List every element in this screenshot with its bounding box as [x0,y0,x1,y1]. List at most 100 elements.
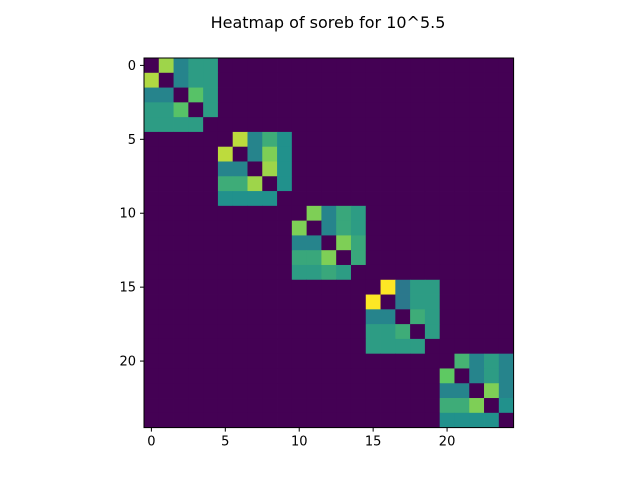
heatmap-cell [350,338,367,355]
heatmap-cell [173,146,189,162]
heatmap-cell [144,368,160,384]
heatmap-cell [188,176,204,192]
heatmap-cell [173,412,189,428]
heatmap-cell [350,161,367,177]
x-tick-label: 10 [291,435,308,450]
heatmap-cell [498,235,514,251]
heatmap-cell [365,176,381,192]
y-tick-label: 10 [119,207,136,222]
heatmap-cell [217,250,234,266]
heatmap-cell [365,309,381,325]
heatmap-cell [410,324,426,340]
heatmap-cell [247,161,263,177]
heatmap-cell [410,412,426,428]
heatmap-cell [484,250,500,266]
heatmap-cell [277,250,293,266]
heatmap-cell [454,398,470,414]
chart-title: Heatmap of soreb for 10^5.5 [211,13,446,32]
heatmap-cell [188,102,204,118]
heatmap-cell [144,235,160,251]
heatmap-cell [277,161,293,177]
heatmap-cell [469,191,485,207]
heatmap-cell [158,398,174,414]
heatmap-cell [203,205,219,222]
heatmap-cell [336,324,352,340]
heatmap-cell [484,176,500,192]
heatmap-cell [188,161,204,177]
heatmap-cell [262,102,278,118]
heatmap-cell [203,131,219,148]
heatmap-cell [395,368,411,384]
heatmap-cell [365,338,381,355]
heatmap-cell [380,398,396,414]
heatmap-cell [469,235,485,251]
heatmap-cell [365,250,381,266]
heatmap-cell [144,324,160,340]
heatmap-cell [336,412,352,428]
heatmap-cell [232,205,248,222]
heatmap-cell [484,235,500,251]
heatmap-cell [247,324,263,340]
heatmap-cell [158,250,174,266]
heatmap-cell [454,161,470,177]
heatmap-cell [247,250,263,266]
heatmap-cell [217,264,234,281]
heatmap-cell [232,176,248,192]
heatmap-cell [291,205,308,222]
heatmap-cell [277,279,293,295]
heatmap-cell [365,161,381,177]
heatmap-cell [365,383,381,399]
heatmap-cell [380,383,396,399]
heatmap-cell [158,205,174,222]
heatmap-cell [498,205,514,222]
heatmap-cell [306,102,322,118]
heatmap-cell [306,87,322,103]
heatmap-cell [277,412,293,428]
heatmap-cell [454,72,470,88]
heatmap-cell [498,146,514,162]
heatmap-cell [498,412,514,428]
heatmap-cell [424,72,441,88]
heatmap-cell [173,309,189,325]
heatmap-cell [306,264,322,281]
heatmap-cell [336,176,352,192]
heatmap-cell [158,383,174,399]
heatmap-cell [203,220,219,236]
heatmap-cell [454,235,470,251]
heatmap-cell [454,368,470,384]
heatmap-cell [410,131,426,148]
heatmap-cell [262,412,278,428]
heatmap-cell [262,131,278,148]
heatmap-cell [498,309,514,325]
heatmap-cell [484,383,500,399]
heatmap-cell [321,338,337,355]
heatmap-cell [424,353,441,369]
heatmap-cell [439,58,455,74]
heatmap-cell [380,146,396,162]
heatmap-cell [454,353,470,369]
heatmap-cell [484,220,500,236]
heatmap-cell [232,87,248,103]
heatmap-cell [247,353,263,369]
heatmap-cell [158,146,174,162]
heatmap-cell [336,383,352,399]
heatmap-cell [217,131,234,148]
heatmap-cell [321,309,337,325]
heatmap-cell [144,220,160,236]
heatmap-cell [262,324,278,340]
heatmap-cell [232,294,248,310]
heatmap-cell [380,279,396,295]
heatmap-cell [247,412,263,428]
heatmap-cell [365,220,381,236]
heatmap-cell [410,279,426,295]
heatmap-cell [232,161,248,177]
heatmap-cell [158,176,174,192]
heatmap-cell [365,235,381,251]
heatmap-cell [262,117,278,133]
heatmap-cell [203,161,219,177]
heatmap-cell [232,309,248,325]
heatmap-cell [395,338,411,355]
heatmap-cell [277,368,293,384]
heatmap-cell [350,294,367,310]
heatmap-cell [217,338,234,355]
